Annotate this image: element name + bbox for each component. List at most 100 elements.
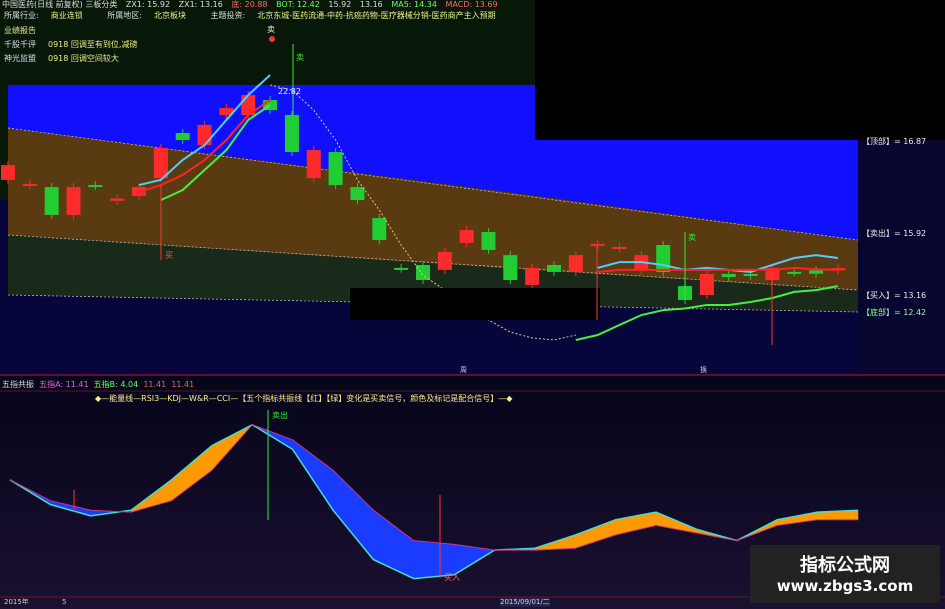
theme-label: 主题投资: <box>210 11 246 20</box>
indicator-line <box>597 254 839 273</box>
candle <box>219 108 234 116</box>
buy-marker: 买 <box>165 251 173 260</box>
candle <box>284 115 299 153</box>
indicator-lines <box>138 74 839 341</box>
axis-start: 2015年 <box>4 598 29 606</box>
level-bottom: 【底部】= 12.42 <box>862 308 927 317</box>
candle <box>590 243 605 246</box>
candle <box>110 198 125 201</box>
comment-label: 千股千评 <box>4 40 36 49</box>
candle <box>547 264 561 272</box>
candles <box>1 91 845 305</box>
signal-dot <box>269 36 275 42</box>
candle <box>415 264 430 281</box>
osc-b: 五指B: 4.04 <box>93 380 139 389</box>
candle <box>721 273 736 278</box>
level-sell: 【卖出】= 15.92 <box>862 229 927 238</box>
oscillator <box>9 423 859 580</box>
watermark: 指标公式网 www.zbgs3.com <box>750 545 940 603</box>
watermark-title: 指标公式网 <box>800 555 890 576</box>
theme: 北京东城-医药流通-中药-抗癌药物-医疗器械分销-医药商产主入预期 <box>257 11 496 20</box>
candle <box>437 251 452 270</box>
candle <box>88 185 103 188</box>
header-field: ZX1: 13.16 <box>178 0 223 9</box>
osc-name: 五指共振 <box>2 380 34 389</box>
osc-buy-marker: 买入 <box>444 573 460 582</box>
band-line <box>7 127 859 241</box>
candle <box>612 247 627 250</box>
header-field: MA5: 14.34 <box>391 0 437 9</box>
header-field: ZX1: 15.92 <box>125 0 171 9</box>
candle <box>503 255 518 281</box>
industry: 商业连锁 <box>50 11 83 20</box>
region: 北京板块 <box>153 11 186 20</box>
header-field: 底: 20.88 <box>231 0 268 9</box>
header-field: BOT: 12.42 <box>276 0 320 9</box>
report-label[interactable]: 业绩报告 <box>4 26 36 35</box>
redacted-block <box>350 288 600 320</box>
header-field: 15.92 <box>328 0 352 9</box>
right-scale-panel <box>858 140 945 375</box>
industry-label: 所属行业: <box>4 11 39 20</box>
level-buy: 【买入】= 13.16 <box>862 291 927 300</box>
indicator-line <box>575 285 839 341</box>
axis-date: 2015/09/01/二 <box>500 598 550 607</box>
chart-header: 中国医药(日线 前复权) 三板分类 ZX1: 15.92 ZX1: 13.16 … <box>2 0 504 10</box>
candle <box>656 245 671 272</box>
candle <box>809 270 824 274</box>
comment: 0918 回调至有到位,减磅 <box>48 40 138 49</box>
indicator-line <box>269 84 576 341</box>
info-row-alliance: 神光监盟 0918 回调空间较大 <box>4 54 141 64</box>
info-row-1: 所属行业: 商业连锁 所属地区: 北京板块 主题投资: 北京东城-医药流通-中药-抗癌… <box>4 11 518 21</box>
indicator-line <box>160 104 271 202</box>
candle <box>66 187 81 215</box>
candle <box>459 229 474 243</box>
candle <box>153 148 168 179</box>
alliance: 0918 回调空间较大 <box>48 54 119 63</box>
candle <box>175 132 190 140</box>
candle <box>699 273 714 296</box>
osc-line-b <box>9 424 858 551</box>
candle <box>22 183 37 186</box>
osc-a: 五指A: 11.41 <box>39 380 89 389</box>
candle <box>350 187 365 201</box>
candle <box>787 271 802 274</box>
blue-band <box>8 85 858 240</box>
brown-band <box>8 128 858 290</box>
candle <box>328 152 343 186</box>
pane-tag: 换 <box>700 365 707 374</box>
indicator-line <box>138 74 271 187</box>
level-top: 【顶部】= 16.87 <box>862 137 927 146</box>
osc-v1: 11.41 <box>143 380 167 389</box>
candle <box>394 267 409 270</box>
indicator-line <box>597 266 838 273</box>
candle <box>306 150 321 179</box>
candle <box>1 165 15 180</box>
header-field: MACD: 13.69 <box>445 0 498 9</box>
band-line <box>7 234 859 291</box>
axis-month: 5 <box>62 598 67 606</box>
info-row-comment: 千股千评 0918 回调至有到位,减磅 <box>4 40 159 50</box>
candle <box>525 267 540 285</box>
osc-sell-marker: 卖出 <box>272 410 288 420</box>
osc-description: ◆—能量线—RSI3—KDJ—W&R—CCI—【五个指标共振线【红】【绿】变化是… <box>95 394 513 403</box>
candle <box>263 99 278 111</box>
alliance-label: 神光监盟 <box>4 54 36 63</box>
sell-marker-small: 卖 <box>267 25 275 34</box>
candle <box>44 187 59 215</box>
region-label: 所属地区: <box>107 11 142 20</box>
chart-title: 中国医药(日线 前复权) 三板分类 <box>2 0 118 9</box>
top-right-blank <box>535 0 945 140</box>
oscillator-header: 五指共振 五指A: 11.41 五指B: 4.04 11.41 11.41 <box>2 380 194 390</box>
candle <box>743 273 758 276</box>
pane-tag: 周 <box>460 366 467 374</box>
osc-v2: 11.41 <box>171 380 195 389</box>
dark-band <box>8 235 858 312</box>
candle <box>568 255 583 272</box>
sell-marker: 卖 <box>296 53 304 62</box>
osc-line-a <box>9 423 859 580</box>
peak-label: 22.82 <box>278 87 301 96</box>
candle <box>197 124 212 146</box>
watermark-url: www.zbgs3.com <box>776 577 914 595</box>
